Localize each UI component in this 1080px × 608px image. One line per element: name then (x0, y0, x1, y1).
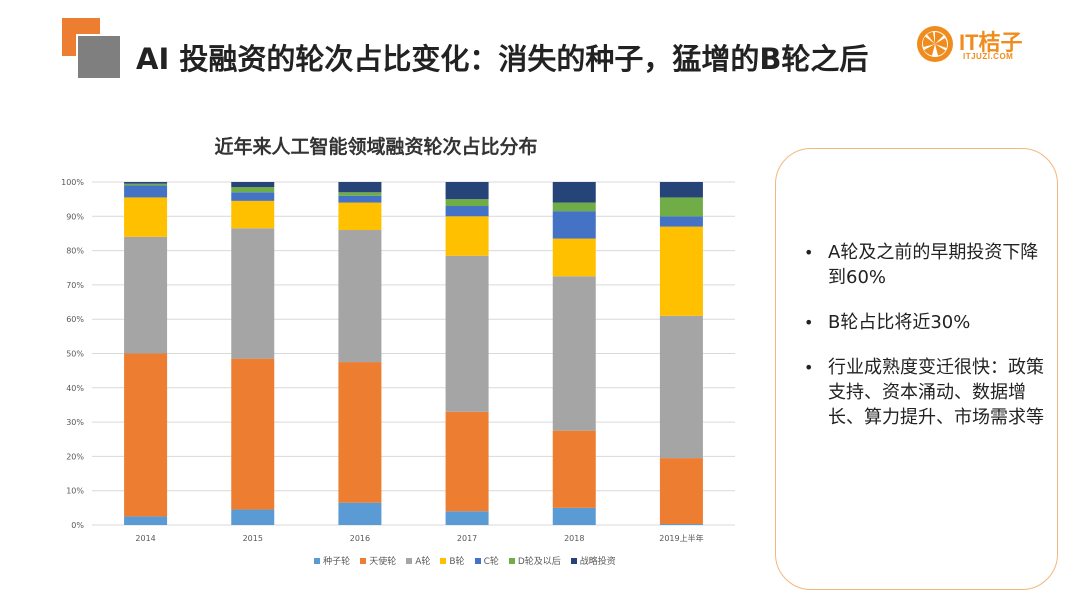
bar-segment (445, 182, 489, 200)
bar-segment (659, 197, 703, 217)
bar-segment (231, 200, 275, 229)
bar-segment (124, 516, 168, 525)
bar-segment (552, 276, 596, 431)
x-tick-label: 2014 (135, 534, 155, 543)
bar-segment (552, 211, 596, 239)
y-tick-label: 100% (61, 178, 84, 187)
bar-segment (231, 192, 275, 201)
bar-segment (124, 185, 168, 198)
bullet-item: B轮占比将近30% (800, 310, 1050, 335)
bar-segment (338, 502, 382, 525)
legend-item: 天使轮 (360, 554, 396, 567)
bar-segment (338, 195, 382, 203)
y-tick-label: 20% (66, 452, 84, 461)
bar-segment (124, 197, 168, 237)
x-tick-label: 2015 (243, 534, 263, 543)
chart-legend: 种子轮 天使轮 A轮 B轮 C轮 D轮及以后 战略投资 (0, 554, 680, 567)
bar-segment (445, 199, 489, 207)
legend-swatch (314, 557, 321, 564)
bar-segment (552, 430, 596, 508)
legend-label: 战略投资 (579, 557, 616, 567)
title-decoration-gray-square (76, 34, 122, 80)
bullet-item: 行业成熟度变迁很快：政策支持、资本涌动、数据增长、算力提升、市场需求等 (800, 355, 1050, 430)
legend-item: B轮 (440, 554, 465, 567)
legend-swatch (406, 557, 413, 564)
bar-segment (124, 353, 168, 517)
bar-segment (445, 511, 489, 525)
logo-url: ITJUZI.COM (963, 52, 1014, 61)
bar-segment (338, 182, 382, 193)
bar-segment (338, 192, 382, 196)
bar-segment (659, 216, 703, 227)
y-tick-label: 60% (66, 315, 84, 324)
bar-segment (445, 216, 489, 256)
legend-label: C轮 (483, 557, 499, 567)
y-tick-label: 50% (66, 350, 84, 359)
chart-title: 近年来人工智能领域融资轮次占比分布 (214, 136, 538, 158)
slide-title: AI 投融资的轮次占比变化：消失的种子，猛增的B轮之后 (136, 42, 869, 76)
bar-segment (445, 206, 489, 217)
bar-segment (445, 411, 489, 512)
bar-segment (552, 182, 596, 203)
bar-segment (552, 202, 596, 212)
legend-swatch (440, 557, 447, 564)
legend-item: 战略投资 (570, 554, 616, 567)
bar-segment (338, 362, 382, 503)
y-tick-label: 10% (66, 487, 84, 496)
bar-segment (659, 458, 703, 524)
summary-bullets: A轮及之前的早期投资下降到60% B轮占比将近30% 行业成熟度变迁很快：政策支… (800, 240, 1050, 450)
bar-segment (231, 509, 275, 525)
bar-segment (338, 202, 382, 231)
bar-segment (659, 523, 703, 525)
stacked-bar-chart: 0% 10% 20% 30% 40% 50% 60% 70% 80% 90% 100% 2014 201… (61, 178, 735, 543)
x-tick-label: 2018 (564, 534, 584, 543)
legend-label: A轮 (415, 557, 431, 567)
itjuzi-logo: IT桔子 ITJUZI.COM (915, 22, 1045, 68)
legend-label: B轮 (449, 557, 465, 567)
legend-label: 天使轮 (369, 557, 397, 567)
legend-label: D轮及以后 (517, 557, 561, 567)
bar-segment (231, 228, 275, 359)
bar-segment (338, 230, 382, 363)
y-tick-label: 70% (66, 281, 84, 290)
bar-segment (659, 182, 703, 198)
bar-segment (124, 183, 168, 186)
x-tick-label: 2016 (350, 534, 370, 543)
legend-label: 种子轮 (323, 557, 351, 567)
bar-segment (124, 182, 168, 184)
x-tick-label: 2019上半年 (659, 533, 703, 543)
y-tick-label: 90% (66, 212, 84, 221)
bar-segment (445, 255, 489, 412)
bar-segment (231, 358, 275, 510)
summary-panel (775, 148, 1058, 590)
legend-swatch (508, 557, 515, 564)
y-tick-label: 40% (66, 384, 84, 393)
legend-swatch (360, 557, 367, 564)
y-tick-label: 0% (71, 521, 84, 530)
legend-item: D轮及以后 (508, 554, 561, 567)
legend-item: C轮 (474, 554, 499, 567)
bar-segment (124, 236, 168, 354)
bar-segment (231, 187, 275, 193)
legend-swatch (474, 557, 481, 564)
bar-segment (659, 315, 703, 459)
x-tick-label: 2017 (457, 534, 477, 543)
bar-segment (552, 238, 596, 277)
bar-segment (231, 182, 275, 188)
legend-item: 种子轮 (314, 554, 350, 567)
bullet-item: A轮及之前的早期投资下降到60% (800, 240, 1050, 290)
orange-slice-icon (917, 26, 953, 62)
bar-segment (552, 507, 596, 525)
bar-segment (659, 226, 703, 316)
y-tick-label: 80% (66, 247, 84, 256)
legend-swatch (570, 557, 577, 564)
y-tick-label: 30% (66, 418, 84, 427)
logo-text: IT桔子 (959, 30, 1023, 55)
legend-item: A轮 (406, 554, 430, 567)
